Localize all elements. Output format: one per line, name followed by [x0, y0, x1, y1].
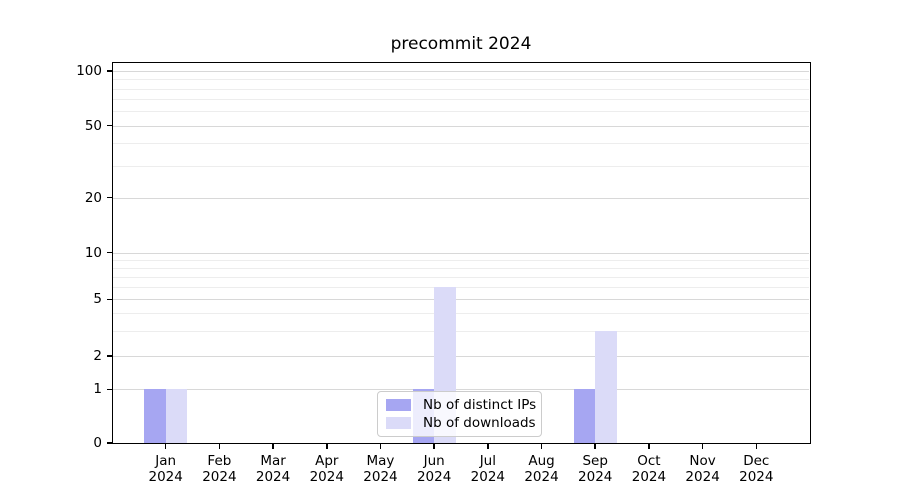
x-tick-label: Mar 2024 [243, 453, 303, 485]
y-tick-label: 0 [93, 435, 102, 451]
x-tick-label: Feb 2024 [189, 453, 249, 485]
x-tick [379, 444, 382, 449]
y-tick-label: 10 [84, 244, 102, 261]
y-tick [107, 196, 112, 199]
x-tick [701, 444, 704, 449]
y-tick-label: 50 [84, 117, 102, 134]
y-tick [107, 388, 112, 391]
gridline-minor [113, 79, 809, 81]
legend-swatch-downloads [386, 417, 411, 429]
bar-distinct-ips [144, 389, 166, 443]
legend-item-downloads: Nb of downloads [386, 415, 536, 431]
gridline-minor [113, 313, 809, 315]
y-tick-label: 2 [93, 348, 102, 364]
x-tick-year: 2024 [685, 469, 720, 485]
gridline-minor [113, 111, 809, 113]
x-tick [326, 444, 328, 449]
x-tick [218, 444, 221, 449]
y-tick-label: 100 [76, 63, 102, 79]
x-tick [755, 444, 758, 449]
gridline-minor [113, 143, 809, 145]
gridline-minor [113, 276, 809, 278]
x-tick [648, 444, 650, 449]
gridline-minor [113, 267, 809, 269]
x-tick-year: 2024 [255, 469, 291, 485]
x-tick [164, 444, 167, 449]
x-tick-label: Dec 2024 [726, 453, 786, 485]
bar-distinct-ips [573, 389, 596, 443]
x-tick-label: Jan 2024 [136, 453, 196, 485]
y-tick-label: 1 [93, 381, 102, 398]
y-tick-label: 5 [93, 291, 102, 308]
x-tick-year: 2024 [578, 469, 613, 485]
gridline-minor [113, 287, 809, 289]
x-tick-year: 2024 [202, 469, 237, 485]
chart-title: precommit 2024 [390, 34, 532, 54]
gridline-minor [113, 330, 809, 332]
legend-swatch-distinct-ips [386, 399, 411, 411]
gridline-major [113, 389, 809, 391]
x-tick-label: Apr 2024 [297, 453, 357, 485]
y-tick [107, 251, 112, 254]
gridline-major [113, 71, 809, 72]
x-tick-year: 2024 [631, 469, 667, 485]
x-tick-label: Aug 2024 [512, 453, 572, 485]
x-tick-year: 2024 [309, 469, 344, 485]
y-tick [107, 355, 112, 357]
x-tick [594, 444, 596, 449]
gridline-major [113, 356, 809, 357]
legend: Nb of distinct IPs Nb of downloads [377, 391, 542, 437]
x-tick [433, 444, 435, 449]
y-tick [107, 70, 112, 72]
gridline-major [113, 125, 809, 127]
gridline-minor [113, 99, 809, 101]
x-tick-label: Oct 2024 [619, 453, 679, 485]
gridline-major [113, 197, 809, 199]
x-tick [540, 444, 543, 449]
x-tick-year: 2024 [416, 469, 452, 485]
gridline-major [113, 252, 809, 254]
x-tick-label: Jun 2024 [404, 453, 464, 485]
y-tick-label: 20 [84, 189, 102, 206]
gridline-minor [113, 88, 809, 90]
x-tick-year: 2024 [148, 469, 183, 485]
x-tick-year: 2024 [470, 469, 506, 485]
x-tick-label: Nov 2024 [673, 453, 733, 485]
x-tick [272, 444, 274, 449]
x-tick [487, 444, 489, 449]
legend-label-distinct-ips: Nb of distinct IPs [423, 397, 537, 413]
gridline-minor [113, 259, 809, 261]
x-tick-label: Jul 2024 [458, 453, 518, 485]
x-tick-year: 2024 [363, 469, 398, 485]
y-tick [107, 298, 112, 301]
gridline-major [113, 299, 809, 301]
bar-downloads [595, 330, 617, 443]
x-tick-year: 2024 [739, 469, 774, 485]
y-tick [107, 124, 112, 127]
x-tick-label: Sep 2024 [565, 453, 625, 485]
gridline-minor [113, 165, 809, 167]
legend-item-distinct-ips: Nb of distinct IPs [386, 397, 537, 413]
x-tick-year: 2024 [524, 469, 559, 485]
x-tick-label: May 2024 [350, 453, 410, 485]
y-tick [107, 442, 112, 444]
bar-downloads [165, 389, 188, 443]
legend-label-downloads: Nb of downloads [423, 415, 536, 431]
